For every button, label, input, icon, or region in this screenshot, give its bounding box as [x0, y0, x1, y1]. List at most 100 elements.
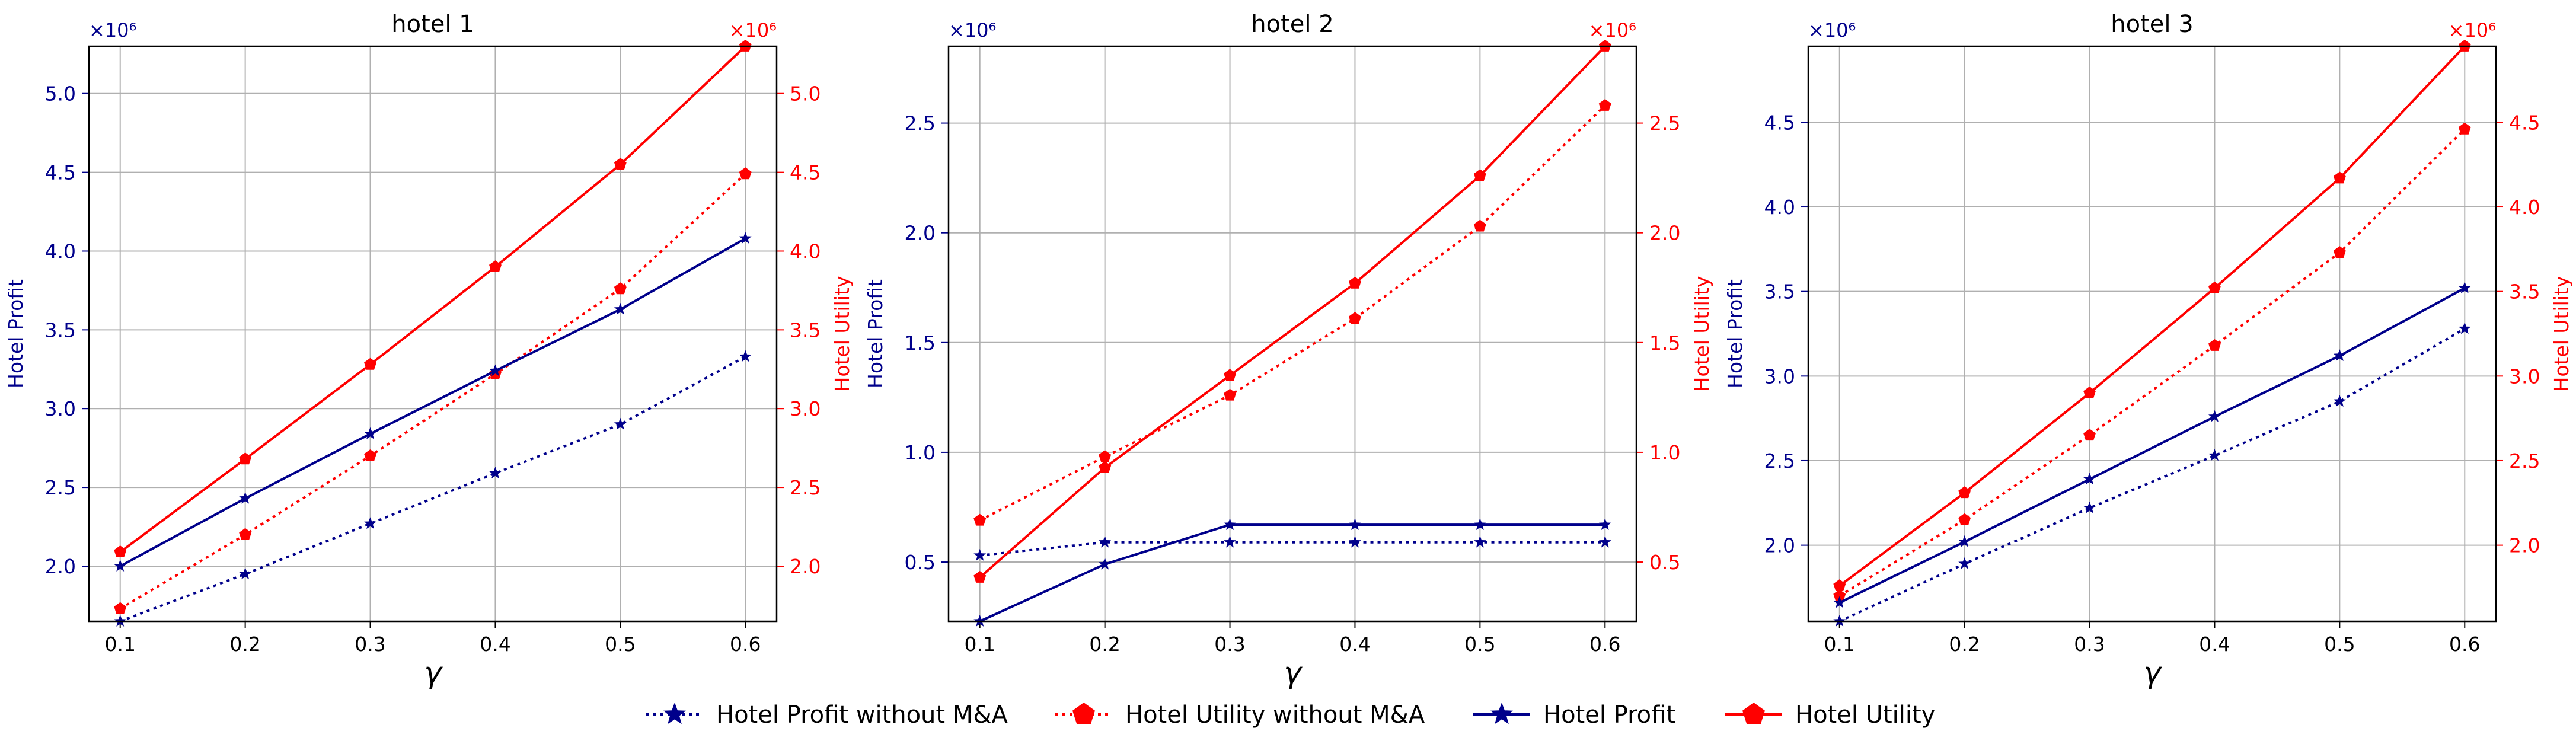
subplot-title: hotel 2	[1251, 11, 1333, 38]
legend-pentagon-marker	[1072, 703, 1095, 724]
series-hotel-profit	[1833, 282, 2471, 608]
pentagon-marker	[1349, 276, 1361, 289]
pentagon-marker	[2083, 429, 2096, 441]
left-y-tick-label: 2.5	[45, 476, 76, 499]
pentagon-marker	[2208, 339, 2221, 351]
left-y-tick-label: 4.0	[1764, 196, 1795, 219]
x-tick-label: 0.2	[229, 633, 260, 656]
x-tick-label: 0.1	[1824, 633, 1854, 656]
left-y-tick-label: 1.5	[905, 331, 936, 355]
legend-label: Hotel Profit without M&A	[716, 701, 1008, 729]
x-tick-label: 0.5	[605, 633, 636, 656]
left-y-axis-label: Hotel Profit	[864, 279, 887, 388]
left-y-tick-label: 2.0	[905, 222, 936, 245]
pentagon-marker	[1224, 369, 1236, 381]
pentagon-marker	[1224, 388, 1236, 401]
pentagon-marker	[2208, 282, 2221, 293]
pentagon-marker	[973, 513, 987, 526]
star-marker	[614, 417, 627, 430]
series-line	[119, 355, 746, 622]
left-y-tick-label: 1.0	[905, 441, 936, 464]
left-axis-multiplier: ×10⁶	[1808, 19, 1856, 42]
star-marker	[739, 350, 752, 362]
left-y-tick-label: 5.0	[45, 82, 76, 106]
star-marker	[2458, 322, 2471, 334]
x-tick-label: 0.3	[2074, 633, 2105, 656]
legend-label: Hotel Profit	[1543, 701, 1675, 729]
star-marker	[1473, 535, 1486, 548]
left-y-tick-label: 2.5	[905, 112, 936, 135]
star-marker	[739, 232, 752, 244]
x-tick-label: 0.2	[1089, 633, 1120, 656]
right-y-tick-label: 1.0	[1649, 441, 1680, 464]
right-y-tick-label: 4.5	[790, 161, 821, 184]
legend-pentagon-marker	[1742, 703, 1765, 724]
star-marker	[1099, 535, 1112, 548]
star-marker	[489, 467, 502, 479]
pentagon-marker	[114, 602, 127, 614]
series-line	[979, 45, 1606, 579]
legend-entry: Hotel Utility	[1725, 701, 1935, 729]
left-y-tick-label: 4.0	[45, 240, 76, 263]
star-marker	[973, 548, 987, 561]
right-y-tick-label: 4.0	[2509, 196, 2540, 219]
subplot-hotel-3: 0.1 0.2 0.3 0.4 0.5 0.6 2.0 2.0 2.5 2.5 3.0 3.0 3.5 3…	[1723, 11, 2573, 690]
legend-entry: Hotel Profit	[1473, 701, 1675, 729]
star-marker	[2083, 501, 2096, 513]
star-marker	[2458, 282, 2471, 293]
right-y-tick-label: 2.5	[790, 476, 821, 499]
plot-frame	[947, 45, 1637, 622]
pentagon-marker	[2333, 171, 2346, 184]
x-tick-label: 0.4	[2199, 633, 2230, 656]
star-marker	[2208, 410, 2221, 422]
x-tick-label: 0.6	[1589, 633, 1620, 656]
plot-frame	[1807, 45, 2497, 622]
right-y-tick-label: 1.5	[1649, 331, 1680, 355]
right-y-axis-label: Hotel Utility	[1690, 276, 1713, 392]
series-line	[119, 45, 746, 553]
star-marker	[239, 491, 252, 504]
right-y-axis-label: Hotel Utility	[2550, 276, 2573, 392]
left-y-axis-label: Hotel Profit	[1723, 279, 1747, 388]
pentagon-marker	[614, 282, 627, 295]
pentagon-marker	[1598, 99, 1611, 111]
x-tick-label: 0.1	[964, 633, 995, 656]
left-y-tick-label: 4.5	[45, 161, 76, 184]
pentagon-marker	[2458, 122, 2471, 135]
star-marker	[1598, 518, 1611, 530]
series-hotel-utility	[1833, 40, 2471, 591]
series-line	[1838, 327, 2466, 622]
left-y-axis-label: Hotel Profit	[4, 279, 27, 388]
series-hotel-profit-without-m-a	[114, 350, 752, 627]
legend-star-marker	[663, 703, 686, 724]
right-y-tick-label: 3.0	[790, 397, 821, 420]
series-line	[119, 237, 746, 567]
star-marker	[364, 427, 376, 439]
series-line	[119, 173, 746, 610]
subplot-hotel-2: 0.1 0.2 0.3 0.4 0.5 0.6 0.5 0.5 1.0 1.0 1.5 1.5 2.0 2…	[864, 11, 1713, 690]
x-tick-label: 0.4	[1339, 633, 1370, 656]
x-tick-label: 0.3	[355, 633, 385, 656]
x-tick-label: 0.1	[104, 633, 135, 656]
right-y-tick-label: 3.5	[790, 318, 821, 341]
series-hotel-profit	[114, 232, 752, 572]
pentagon-marker	[1473, 169, 1486, 181]
right-y-tick-label: 2.5	[2509, 449, 2540, 473]
pentagon-marker	[2083, 386, 2096, 398]
star-marker	[1833, 596, 1846, 608]
star-marker	[1958, 535, 1971, 547]
legend-entry: Hotel Utility without M&A	[1055, 701, 1425, 729]
series-hotel-profit-without-m-a	[1833, 322, 2471, 627]
x-tick-label: 0.4	[480, 633, 510, 656]
pentagon-marker	[364, 449, 376, 461]
left-y-tick-label: 2.0	[45, 555, 76, 578]
star-marker	[1099, 557, 1112, 570]
right-axis-multiplier: ×10⁶	[2449, 19, 2496, 42]
x-axis-label: γ	[2143, 656, 2162, 690]
star-marker	[1224, 518, 1236, 530]
series-hotel-profit	[973, 518, 1611, 627]
left-y-tick-label: 0.5	[905, 551, 936, 574]
legend-label: Hotel Utility without M&A	[1125, 701, 1425, 729]
series-hotel-profit-without-m-a	[973, 535, 1611, 561]
